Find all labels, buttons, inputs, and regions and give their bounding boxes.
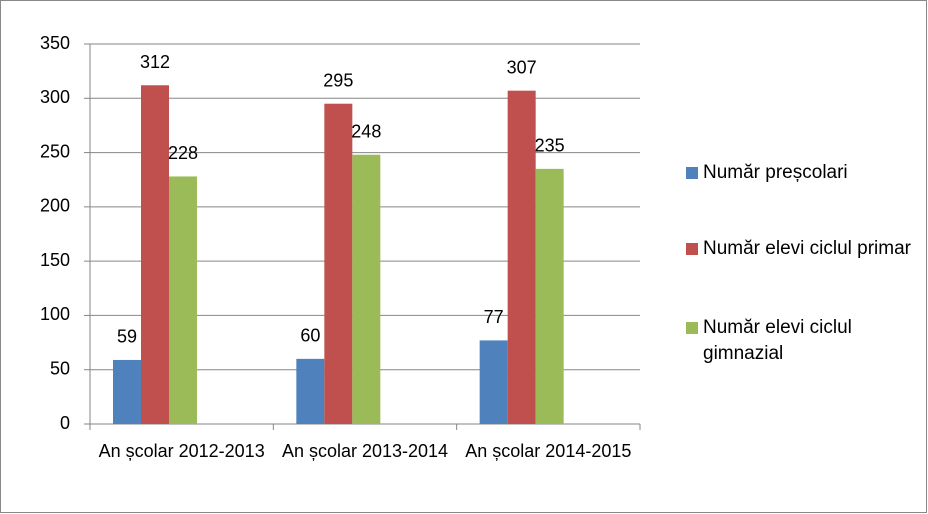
bar — [169, 176, 197, 424]
legend-label: Număr preșcolari — [703, 162, 848, 183]
bar — [535, 168, 564, 424]
x-tick-label: An școlar 2014-2015 — [465, 441, 632, 461]
y-tick-label: 150 — [40, 250, 70, 270]
x-tick-label: An școlar 2013-2014 — [281, 441, 449, 461]
y-tick-label: 50 — [50, 358, 70, 378]
data-label: 77 — [484, 307, 504, 327]
y-tick-label: 200 — [40, 196, 70, 216]
legend-swatch — [686, 322, 698, 334]
bar — [141, 85, 169, 424]
bar — [324, 103, 353, 424]
y-tick-label: 250 — [40, 141, 70, 161]
bar — [113, 359, 141, 424]
y-tick-label: 350 — [40, 33, 70, 53]
x-tick-label: An școlar 2012-2013 — [98, 441, 265, 461]
bar — [352, 154, 381, 424]
data-label: 60 — [300, 326, 320, 346]
data-label: 235 — [535, 136, 565, 156]
data-label: 59 — [117, 327, 137, 347]
legend-swatch — [686, 167, 698, 179]
legend-label: Număr elevi ciclul primar — [703, 238, 911, 259]
bar — [296, 358, 325, 424]
legend-swatch — [686, 243, 698, 255]
y-tick-label: 0 — [60, 413, 70, 433]
y-tick-label: 100 — [40, 304, 70, 324]
data-label: 248 — [351, 121, 381, 141]
data-label: 312 — [140, 52, 170, 72]
bar — [507, 90, 536, 424]
bar — [479, 340, 508, 424]
legend-label: Număr elevi ciclul gimnazial — [703, 317, 852, 364]
data-label: 307 — [507, 57, 537, 77]
y-tick-label: 300 — [40, 87, 70, 107]
data-label: 228 — [168, 143, 198, 163]
data-label: 295 — [323, 70, 353, 90]
